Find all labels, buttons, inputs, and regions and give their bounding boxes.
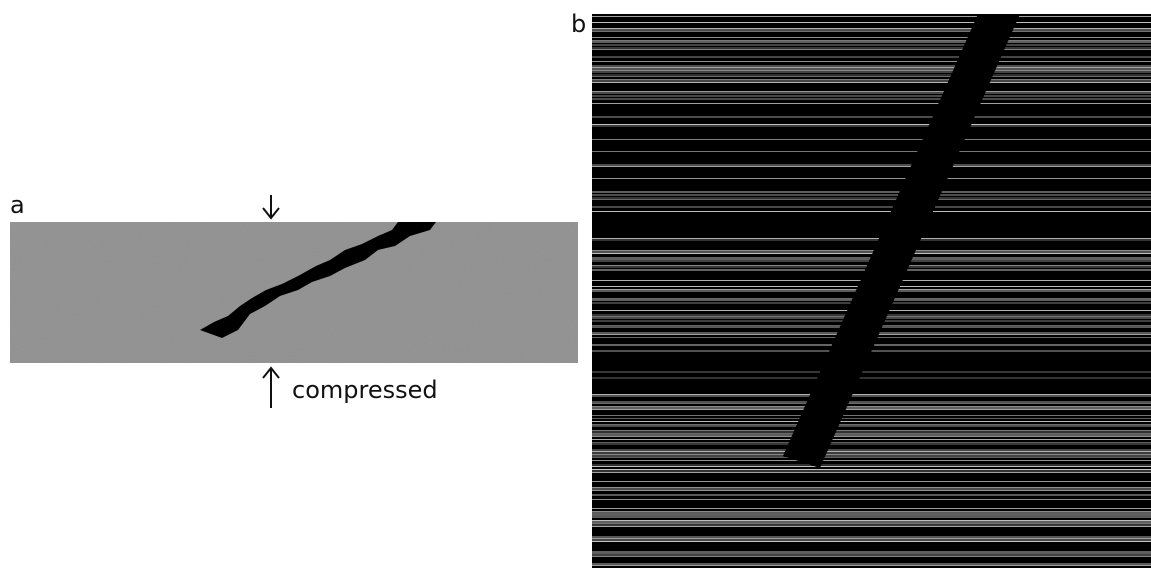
panel-label: b bbox=[571, 10, 586, 38]
panel-label: a bbox=[10, 191, 25, 219]
arrow-down bbox=[263, 195, 279, 218]
panel-a: a compressed bbox=[10, 191, 578, 408]
page: a compressed b (() => { const data = JSO… bbox=[0, 0, 1151, 568]
annotation: compressed bbox=[292, 376, 438, 404]
figure: a compressed b bbox=[0, 0, 1151, 568]
arrow-up bbox=[263, 368, 279, 408]
panel-b: b bbox=[571, 10, 1151, 568]
specimen-texture bbox=[10, 222, 578, 363]
